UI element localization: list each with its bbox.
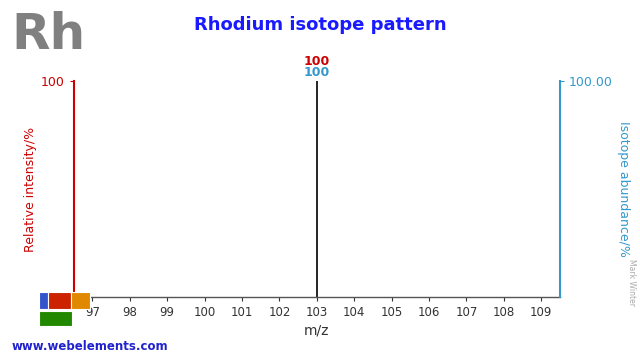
Bar: [71, 292, 90, 309]
Text: 100: 100: [303, 55, 330, 68]
Bar: [47, 292, 71, 309]
Bar: [39, 311, 72, 325]
Text: www.webelements.com: www.webelements.com: [12, 340, 168, 353]
Text: Rhodium isotope pattern: Rhodium isotope pattern: [194, 16, 446, 34]
X-axis label: m/z: m/z: [304, 323, 330, 337]
Text: Rh: Rh: [12, 11, 86, 59]
Text: 100: 100: [303, 66, 330, 79]
Y-axis label: Relative intensity/%: Relative intensity/%: [24, 126, 36, 252]
Bar: [39, 292, 47, 309]
Y-axis label: Isotope abundance/%: Isotope abundance/%: [616, 121, 630, 257]
Text: Mark Winter: Mark Winter: [627, 259, 636, 306]
